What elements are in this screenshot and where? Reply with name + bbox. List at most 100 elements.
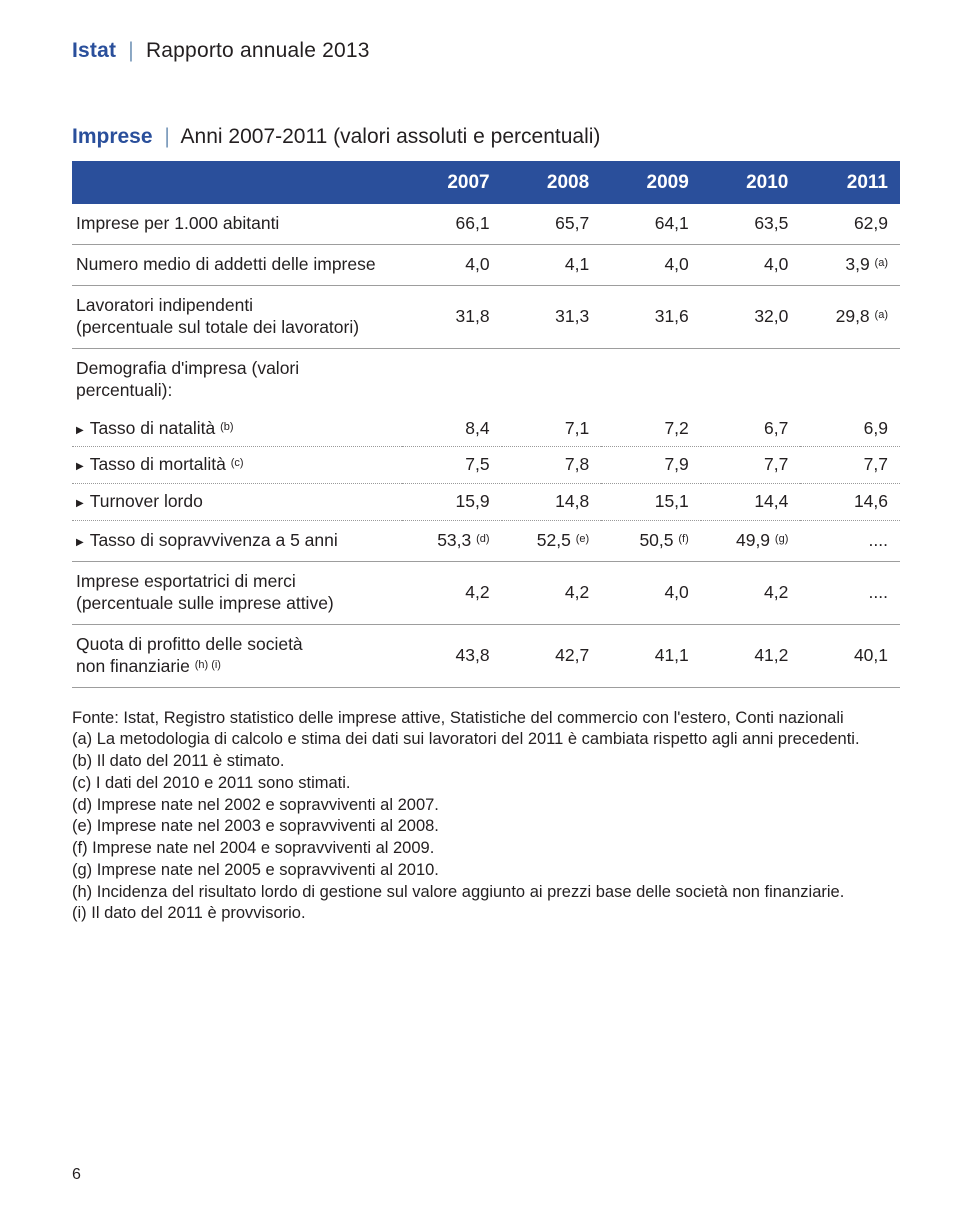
cell: .... <box>800 562 900 625</box>
cell-empty <box>402 348 900 410</box>
col-header: 2011 <box>800 161 900 205</box>
col-header: 2007 <box>402 161 502 205</box>
cell: 62,9 <box>800 204 900 244</box>
table-title-word: Imprese <box>72 125 153 148</box>
cell: 8,4 <box>402 411 502 447</box>
cell: 15,9 <box>402 484 502 521</box>
row-label-main: Quota di profitto delle società <box>76 634 394 656</box>
row-label-sub-text: non finanziarie <box>76 656 195 676</box>
table-row: Tasso di mortalità (c) 7,5 7,8 7,9 7,7 7… <box>72 447 900 484</box>
table-title: Imprese | Anni 2007-2011 (valori assolut… <box>72 124 900 150</box>
cell: 41,2 <box>701 624 801 687</box>
cell: 4,0 <box>701 245 801 286</box>
footnote: (a) La metodologia di calcolo e stima de… <box>72 729 900 751</box>
cell: 15,1 <box>601 484 701 521</box>
cell: 7,7 <box>701 447 801 484</box>
table-row: Imprese per 1.000 abitanti 66,1 65,7 64,… <box>72 204 900 244</box>
footnote: (i) Il dato del 2011 è provvisorio. <box>72 903 900 925</box>
row-label: Numero medio di addetti delle imprese <box>72 245 402 286</box>
cell-value: 3,9 <box>845 254 874 274</box>
row-label: Turnover lordo <box>72 484 402 521</box>
cell: 7,1 <box>502 411 602 447</box>
col-header: 2010 <box>701 161 801 205</box>
row-label-main: Tasso di mortalità <box>90 454 231 474</box>
footnote: Fonte: Istat, Registro statistico delle … <box>72 708 900 730</box>
row-label-sub: (percentuale sul totale dei lavoratori) <box>76 317 394 339</box>
cell: 4,0 <box>402 245 502 286</box>
row-label-sup: (b) <box>220 421 233 433</box>
table-header-row: 2007 2008 2009 2010 2011 <box>72 161 900 205</box>
cell: 42,7 <box>502 624 602 687</box>
footnote: (h) Incidenza del risultato lordo di ges… <box>72 882 900 904</box>
footnote: (b) Il dato del 2011 è stimato. <box>72 751 900 773</box>
footnote: (e) Imprese nate nel 2003 e sopravvivent… <box>72 816 900 838</box>
cell: 4,2 <box>502 562 602 625</box>
table-row: Quota di profitto delle società non fina… <box>72 624 900 687</box>
cell: 4,0 <box>601 245 701 286</box>
brand-name: Istat <box>72 39 116 62</box>
page-number: 6 <box>72 1165 900 1185</box>
cell: 31,3 <box>502 286 602 349</box>
footnote: (g) Imprese nate nel 2005 e sopravvivent… <box>72 860 900 882</box>
cell: 41,1 <box>601 624 701 687</box>
cell-value: 50,5 <box>639 530 678 550</box>
row-label: Imprese per 1.000 abitanti <box>72 204 402 244</box>
cell: 14,4 <box>701 484 801 521</box>
row-label: Demografia d'impresa (valori percentuali… <box>72 348 402 410</box>
row-label-sub: non finanziarie (h) (i) <box>76 656 394 678</box>
cell-value: 29,8 <box>836 306 875 326</box>
table-row: Tasso di natalità (b) 8,4 7,1 7,2 6,7 6,… <box>72 411 900 447</box>
col-header: 2009 <box>601 161 701 205</box>
row-label-main: Imprese esportatrici di merci <box>76 571 394 593</box>
row-label: Lavoratori indipendenti (percentuale sul… <box>72 286 402 349</box>
footnote: (c) I dati del 2010 e 2011 sono stimati. <box>72 773 900 795</box>
row-label: Tasso di sopravvivenza a 5 anni <box>72 521 402 562</box>
page-header: Istat | Rapporto annuale 2013 <box>72 38 900 64</box>
cell: 4,1 <box>502 245 602 286</box>
cell-value: 53,3 <box>437 530 476 550</box>
cell: 52,5 (e) <box>502 521 602 562</box>
cell: 49,9 (g) <box>701 521 801 562</box>
header-separator: | <box>128 39 134 62</box>
footnote: (f) Imprese nate nel 2004 e sopravvivent… <box>72 838 900 860</box>
cell: 6,9 <box>800 411 900 447</box>
cell: .... <box>800 521 900 562</box>
cell: 31,6 <box>601 286 701 349</box>
cell: 50,5 (f) <box>601 521 701 562</box>
cell: 7,5 <box>402 447 502 484</box>
cell-sup: (a) <box>875 257 888 269</box>
cell-value: 49,9 <box>736 530 775 550</box>
row-label-main: Tasso di natalità <box>90 418 220 438</box>
cell: 7,9 <box>601 447 701 484</box>
table-row: Numero medio di addetti delle imprese 4,… <box>72 245 900 286</box>
cell: 7,2 <box>601 411 701 447</box>
cell: 53,3 (d) <box>402 521 502 562</box>
cell: 31,8 <box>402 286 502 349</box>
cell-sup: (d) <box>476 533 489 545</box>
table-title-separator: | <box>164 125 169 148</box>
cell: 4,2 <box>701 562 801 625</box>
row-label: Imprese esportatrici di merci (percentua… <box>72 562 402 625</box>
cell: 6,7 <box>701 411 801 447</box>
cell: 7,7 <box>800 447 900 484</box>
cell: 65,7 <box>502 204 602 244</box>
table-row: Tasso di sopravvivenza a 5 anni 53,3 (d)… <box>72 521 900 562</box>
row-label-sup: (c) <box>231 457 244 469</box>
cell: 32,0 <box>701 286 801 349</box>
table-title-subtitle: Anni 2007-2011 (valori assoluti e percen… <box>181 125 601 148</box>
data-table: 2007 2008 2009 2010 2011 Imprese per 1.0… <box>72 161 900 688</box>
table-row: Turnover lordo 15,9 14,8 15,1 14,4 14,6 <box>72 484 900 521</box>
table-row: Imprese esportatrici di merci (percentua… <box>72 562 900 625</box>
cell: 4,2 <box>402 562 502 625</box>
table-row: Lavoratori indipendenti (percentuale sul… <box>72 286 900 349</box>
cell: 29,8 (a) <box>800 286 900 349</box>
cell-sup: (e) <box>576 533 589 545</box>
footnotes: Fonte: Istat, Registro statistico delle … <box>72 708 900 926</box>
cell: 3,9 (a) <box>800 245 900 286</box>
row-label: Quota di profitto delle società non fina… <box>72 624 402 687</box>
cell: 66,1 <box>402 204 502 244</box>
cell-sup: (a) <box>875 309 888 321</box>
header-subtitle: Rapporto annuale 2013 <box>146 39 370 62</box>
cell: 14,6 <box>800 484 900 521</box>
cell: 64,1 <box>601 204 701 244</box>
